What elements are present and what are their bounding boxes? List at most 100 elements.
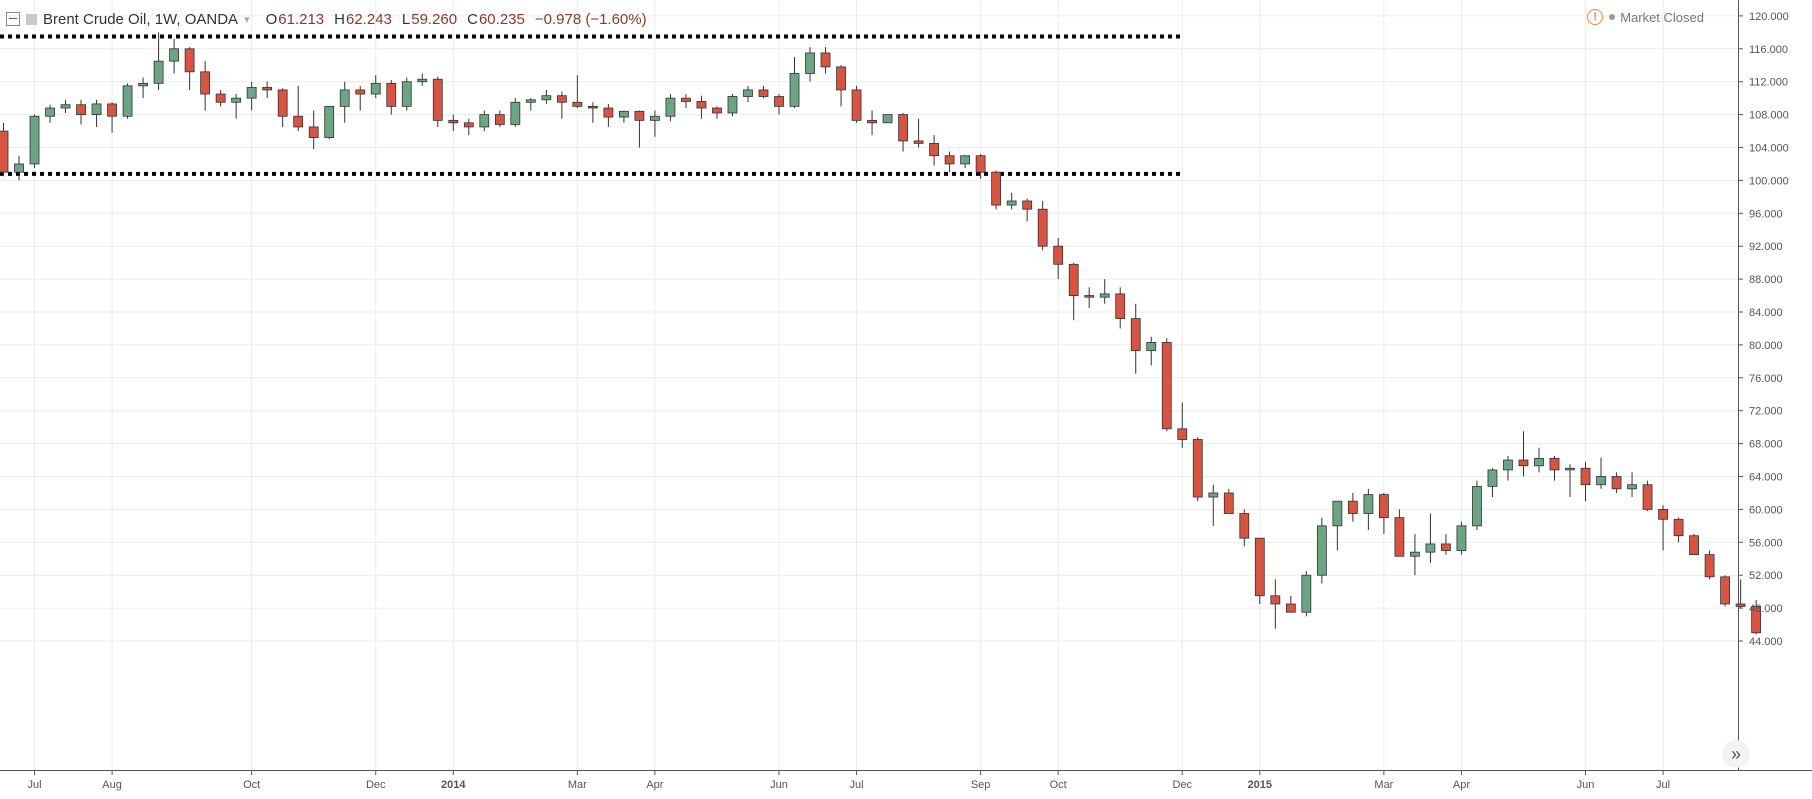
candle-body-down	[1161, 342, 1172, 430]
candle-body-down	[851, 89, 862, 121]
candle-body-down	[603, 107, 614, 118]
candle-body-down	[820, 52, 831, 68]
candle	[1161, 338, 1172, 432]
candle	[463, 118, 474, 136]
candle	[1534, 447, 1544, 473]
candle-body-down	[1084, 295, 1095, 298]
candle	[743, 85, 753, 103]
candle	[386, 80, 397, 115]
change-value: −0.978 (−1.60%)	[534, 10, 647, 28]
candle-body-down	[1022, 200, 1033, 210]
candle	[867, 110, 877, 136]
price-tick-label: 52.000	[1749, 570, 1783, 582]
candle	[1658, 505, 1668, 551]
candle-body-up	[1503, 459, 1513, 471]
candle	[1580, 461, 1591, 502]
symbol-title[interactable]: Brent Crude Oil, 1W, OANDA	[43, 10, 239, 28]
candle	[960, 155, 971, 169]
low-value: 59.260	[411, 10, 458, 28]
candle-body-up	[246, 87, 257, 99]
candle	[14, 155, 24, 181]
candle	[277, 88, 288, 127]
candle	[1689, 534, 1699, 556]
candle-body-up	[1596, 476, 1606, 486]
low-label: L	[401, 10, 411, 28]
candle	[882, 114, 893, 124]
candle-body-up	[231, 97, 242, 103]
caret-down-icon[interactable]: ▾	[244, 13, 250, 26]
collapse-icon[interactable]	[6, 12, 20, 26]
warning-icon[interactable]: !	[1587, 9, 1604, 25]
price-tick-label: 116.000	[1749, 44, 1788, 56]
candle	[650, 110, 660, 137]
candle	[324, 105, 335, 140]
time-tick-label: Mar	[1374, 779, 1393, 791]
candle-body-down	[1611, 476, 1622, 490]
candle-body-up	[619, 110, 629, 118]
candle-body-down	[836, 66, 846, 91]
candle	[479, 110, 490, 132]
candle-body-up	[743, 89, 753, 97]
candle-body-up	[29, 115, 40, 165]
candle	[1503, 455, 1513, 481]
candle	[432, 76, 443, 127]
candle-body-down	[1751, 606, 1762, 634]
price-axis[interactable]: 44.000 48.000 52.000 56.000 60.000 64.000 68.0…	[1738, 0, 1789, 770]
candle	[76, 99, 86, 125]
candle	[1239, 509, 1250, 547]
candle	[1285, 595, 1296, 613]
candle	[1735, 579, 1746, 609]
candle-body-down	[308, 126, 319, 139]
candle-body-down	[681, 97, 691, 102]
candle	[1487, 468, 1498, 498]
time-tick-label: Dec	[366, 779, 386, 791]
candle-body-up	[1316, 525, 1327, 576]
candle-body-down	[448, 119, 459, 124]
candle-body-up	[1363, 494, 1374, 514]
candle-body-down	[386, 82, 397, 107]
time-tick-label: 2015	[1248, 779, 1272, 791]
candle-body-up	[1208, 492, 1219, 498]
candle	[1301, 571, 1312, 617]
candle-body-down	[929, 142, 939, 157]
double-chevron-right-icon: »	[1730, 743, 1741, 764]
candle	[1565, 464, 1575, 498]
candle-body-down	[463, 122, 474, 128]
candle-body-up	[1472, 485, 1482, 527]
time-axis[interactable]: Jul Aug Oct Dec 2014 Mar Apr Jun Jul Sep Oct Dec 201…	[0, 770, 1812, 791]
candle-body-down	[898, 114, 908, 142]
candle	[355, 85, 366, 111]
open-value: 61.213	[278, 10, 325, 28]
candle	[1068, 262, 1079, 321]
market-status[interactable]: ! Market Closed	[1587, 9, 1704, 25]
candle	[1053, 237, 1064, 280]
candle-body-up	[45, 107, 55, 117]
candle	[789, 57, 800, 109]
candle-body-down	[1270, 595, 1281, 605]
candle	[417, 73, 428, 86]
candle-body-up	[324, 105, 335, 139]
candle	[991, 170, 1002, 210]
close-value: 60.235	[478, 10, 525, 28]
candle-body-down	[867, 119, 877, 124]
open-label: O	[265, 10, 278, 28]
price-tick-label: 120.000	[1749, 11, 1789, 23]
candle-body-up	[525, 99, 536, 103]
price-tick-label: 84.000	[1749, 307, 1783, 319]
candle	[712, 106, 722, 119]
candle-body-down	[277, 89, 288, 117]
candle-body-up	[91, 103, 102, 116]
candle	[1006, 192, 1017, 210]
candle	[1720, 575, 1731, 607]
candle-body-down	[1223, 492, 1234, 514]
candle	[1441, 534, 1451, 555]
candle	[448, 114, 459, 132]
chart-grid	[0, 0, 1738, 770]
time-tick-label: Apr	[1453, 779, 1470, 791]
candle	[0, 122, 9, 177]
scroll-to-realtime-button[interactable]: »	[1722, 740, 1750, 768]
candle-body-up	[14, 163, 24, 173]
candle-body-up	[541, 95, 552, 101]
price-tick-label: 76.000	[1749, 373, 1783, 385]
